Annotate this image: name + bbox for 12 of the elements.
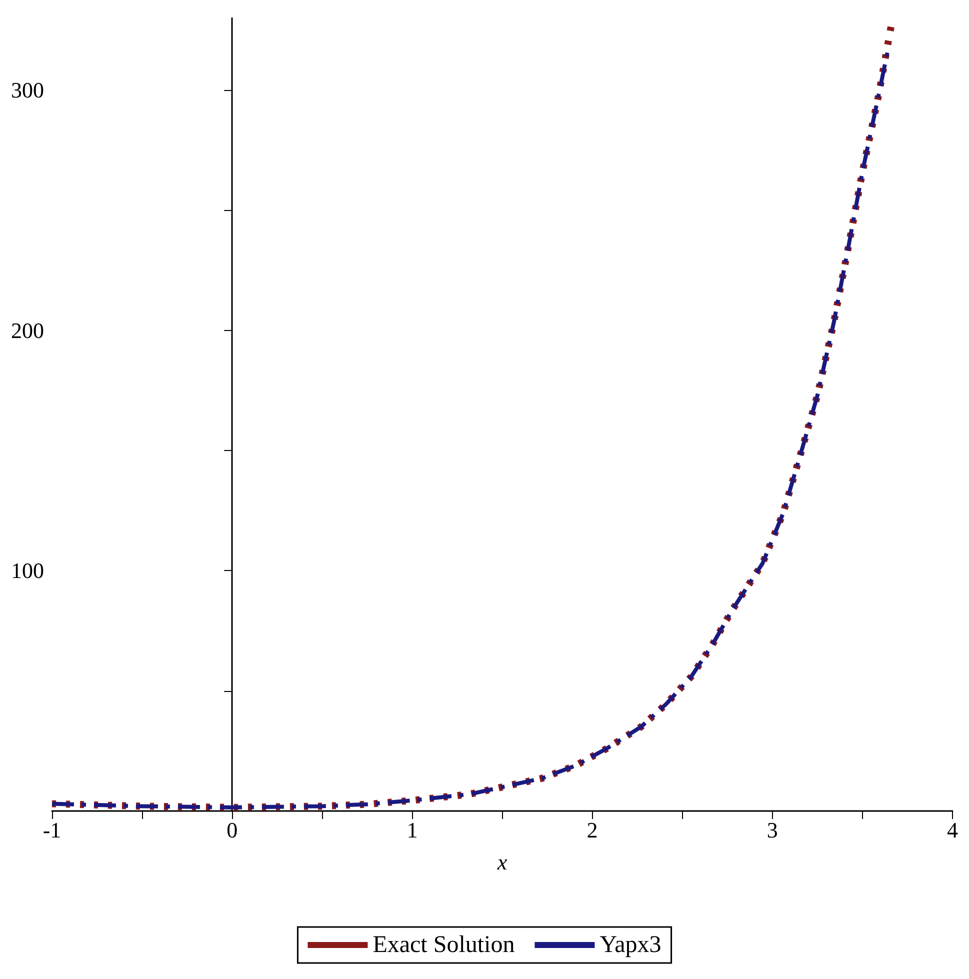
- legend-label: Exact Solution: [372, 932, 515, 958]
- x-tick-label: 3: [766, 818, 778, 842]
- x-tick-label: 4: [947, 818, 958, 842]
- x-tick-label: 2: [586, 818, 598, 842]
- y-tick-label: 100: [11, 558, 44, 584]
- x-axis-title: x: [496, 850, 508, 874]
- x-tick-label: 0: [226, 818, 238, 842]
- legend-label: Yapx3: [600, 932, 662, 958]
- y-tick-label: 200: [11, 318, 44, 343]
- x-tick-label: -1: [42, 818, 62, 842]
- x-tick-label: 1: [406, 818, 418, 842]
- y-tick-label: 300: [11, 78, 44, 103]
